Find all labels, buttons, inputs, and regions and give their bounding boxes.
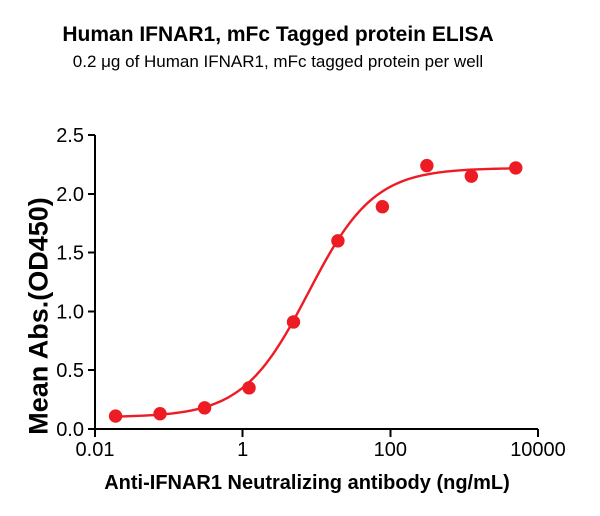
chart-title: Human IFNAR1, mFc Tagged protein ELISA [62, 23, 494, 46]
y-tick-label: 2.0 [56, 184, 84, 206]
data-point [375, 200, 390, 214]
x-tick-label: 10000 [510, 439, 566, 461]
data-point [197, 401, 212, 415]
x-tick-label: 1 [237, 439, 248, 461]
y-tick-label: 2.5 [56, 125, 84, 147]
y-tick-label: 0.5 [56, 360, 84, 382]
chart-subtitle: 0.2 μg of Human IFNAR1, mFc tagged prote… [72, 52, 484, 71]
data-point [464, 169, 479, 183]
data-point [331, 234, 345, 248]
fit-curve-line [114, 167, 517, 418]
x-axis-label: Anti-IFNAR1 Neutralizing antibody (ng/mL… [104, 472, 510, 494]
x-tick-label: 100 [374, 439, 407, 461]
data-point [242, 381, 256, 395]
data-point [420, 158, 434, 173]
x-tick-label: 0.01 [76, 439, 115, 461]
y-axis-label: Mean Abs.(OD450) [23, 197, 54, 435]
fit-curve [114, 167, 517, 418]
data-point [108, 409, 123, 423]
data-point [153, 407, 167, 421]
data-point [286, 315, 301, 329]
y-tick-label: 0.0 [56, 419, 84, 441]
data-point [509, 161, 523, 175]
y-tick-label: 1.0 [56, 301, 84, 323]
axes: 0.0 0.5 1.0 1.5 2.0 2.5 0.01 1 100 10000 [56, 125, 566, 461]
y-tick-label: 1.5 [56, 243, 84, 265]
data-points [108, 158, 523, 423]
